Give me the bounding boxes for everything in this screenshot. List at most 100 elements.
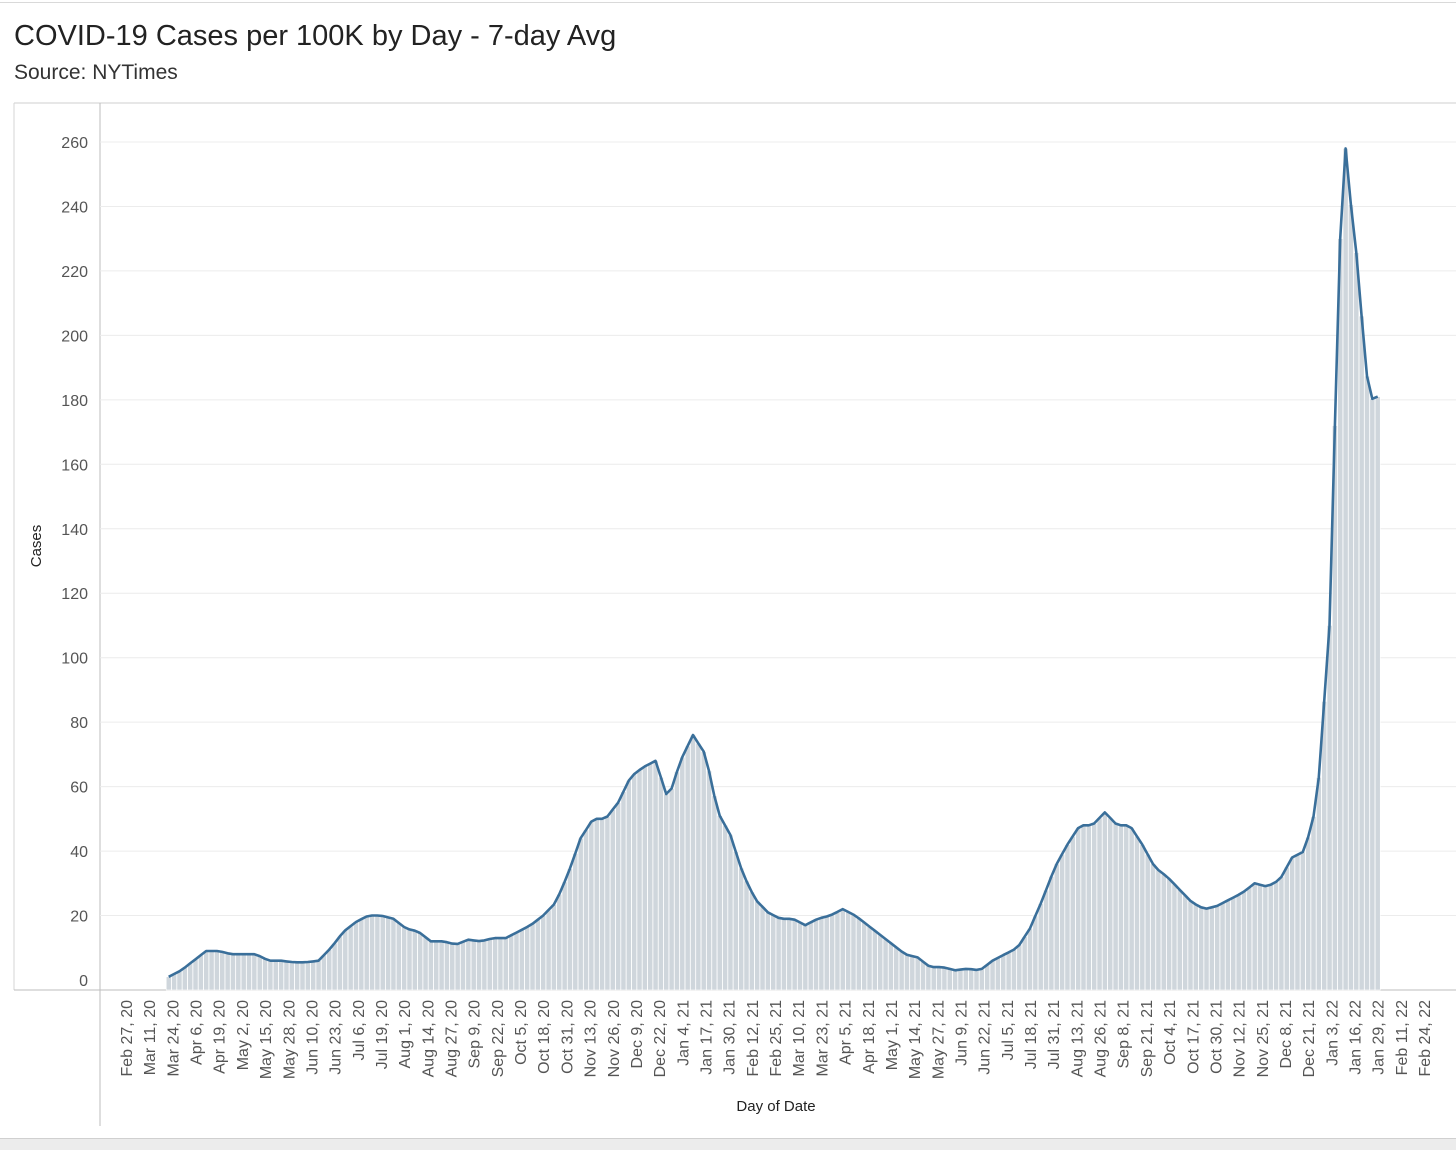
top-rule: [0, 2, 1456, 3]
y-tick-label: 200: [61, 328, 88, 345]
bar: [802, 924, 809, 991]
bar: [444, 941, 450, 991]
bar: [1225, 900, 1231, 991]
bar: [1294, 854, 1301, 991]
bar: [246, 953, 252, 991]
bar: [1107, 817, 1114, 991]
x-tick-label: Aug 1, 20: [397, 1000, 414, 1069]
bar: [492, 937, 498, 991]
x-tick-label: Nov 25, 21: [1255, 1000, 1272, 1077]
bar: [1358, 315, 1365, 991]
y-tick-label: 80: [70, 715, 88, 732]
bar: [642, 766, 648, 991]
bar: [732, 851, 739, 991]
y-tick-label: 160: [61, 457, 88, 474]
bar: [636, 769, 643, 991]
y-tick-label: 40: [70, 844, 88, 861]
bar: [604, 816, 611, 991]
chart-title: COVID-19 Cases per 100K by Day - 7-day A…: [14, 20, 617, 52]
bar: [486, 938, 493, 991]
bar: [256, 955, 263, 991]
bar: [342, 929, 349, 991]
bar: [1085, 824, 1092, 991]
x-tick-label: Aug 14, 20: [420, 1000, 437, 1078]
x-axis-ticks: Feb 27, 20 Mar 11, 20 Mar 24, 20 Apr 6, 20 A…: [119, 1000, 1434, 1079]
bar: [984, 964, 991, 991]
x-tick-label: Sep 8, 21: [1116, 1000, 1133, 1069]
x-tick-label: Jun 22, 21: [977, 1000, 994, 1075]
bar: [599, 818, 605, 991]
bar: [203, 950, 210, 991]
bar: [1369, 398, 1376, 991]
x-tick-label: Oct 4, 21: [1162, 1000, 1179, 1065]
bar: [813, 919, 819, 991]
x-tick-label: Jan 3, 22: [1324, 1000, 1341, 1066]
bar: [198, 954, 204, 991]
bar: [449, 943, 456, 991]
bar: [454, 943, 461, 991]
y-tick-label: 100: [61, 651, 88, 668]
bar: [925, 965, 932, 991]
bar: [358, 918, 365, 991]
bar: [545, 909, 552, 991]
y-tick-label: 180: [61, 393, 88, 410]
bar: [406, 929, 413, 991]
bar: [674, 771, 680, 991]
bar: [513, 932, 520, 991]
bar: [861, 922, 868, 991]
x-tick-label: Feb 12, 21: [745, 1000, 762, 1077]
bar: [1005, 952, 1012, 991]
x-tick-label: May 14, 21: [907, 1000, 924, 1079]
bar: [609, 809, 616, 991]
bar: [1257, 884, 1263, 991]
bar: [1246, 887, 1253, 991]
bar: [214, 950, 220, 991]
bar: [1342, 148, 1349, 991]
bar: [1069, 836, 1076, 991]
bar: [1144, 853, 1151, 991]
x-tick-label: Feb 25, 21: [768, 1000, 785, 1077]
bar: [305, 961, 311, 991]
bar: [374, 915, 381, 991]
bar: [1337, 238, 1344, 991]
bar: [946, 968, 953, 991]
bar: [331, 942, 338, 991]
bar: [888, 942, 894, 991]
bars: [165, 148, 1381, 991]
bar: [1123, 824, 1130, 991]
chart-subtitle: Source: NYTimes: [14, 61, 178, 84]
bar: [283, 961, 290, 991]
bar: [593, 818, 600, 991]
x-tick-label: Mar 23, 21: [814, 1000, 831, 1077]
x-tick-label: Aug 13, 21: [1069, 1000, 1086, 1078]
bar: [1102, 812, 1108, 991]
bar: [395, 922, 402, 991]
bar: [438, 941, 445, 991]
bar: [353, 921, 359, 991]
bar: [363, 916, 370, 991]
x-tick-label: Aug 26, 21: [1093, 1000, 1110, 1078]
bar: [1278, 876, 1285, 991]
x-tick-label: Nov 26, 20: [606, 1000, 623, 1077]
bar: [770, 914, 777, 991]
bar: [1118, 824, 1124, 991]
bar: [262, 958, 268, 991]
bar: [781, 918, 787, 991]
bar: [647, 763, 654, 991]
x-tick-label: Jan 16, 22: [1348, 1000, 1365, 1075]
bar: [1353, 252, 1360, 991]
bar: [572, 853, 579, 991]
bar: [224, 952, 231, 991]
y-tick-label: 140: [61, 522, 88, 539]
bar: [181, 967, 188, 991]
bar: [433, 941, 440, 991]
bar: [1230, 897, 1237, 991]
bar: [470, 940, 477, 991]
bar: [973, 969, 980, 991]
x-tick-label: Mar 10, 21: [791, 1000, 808, 1077]
bar: [1262, 885, 1269, 991]
x-tick-label: Oct 17, 21: [1185, 1000, 1202, 1074]
bar: [695, 743, 702, 991]
bar: [497, 937, 504, 991]
bar: [1112, 823, 1119, 991]
